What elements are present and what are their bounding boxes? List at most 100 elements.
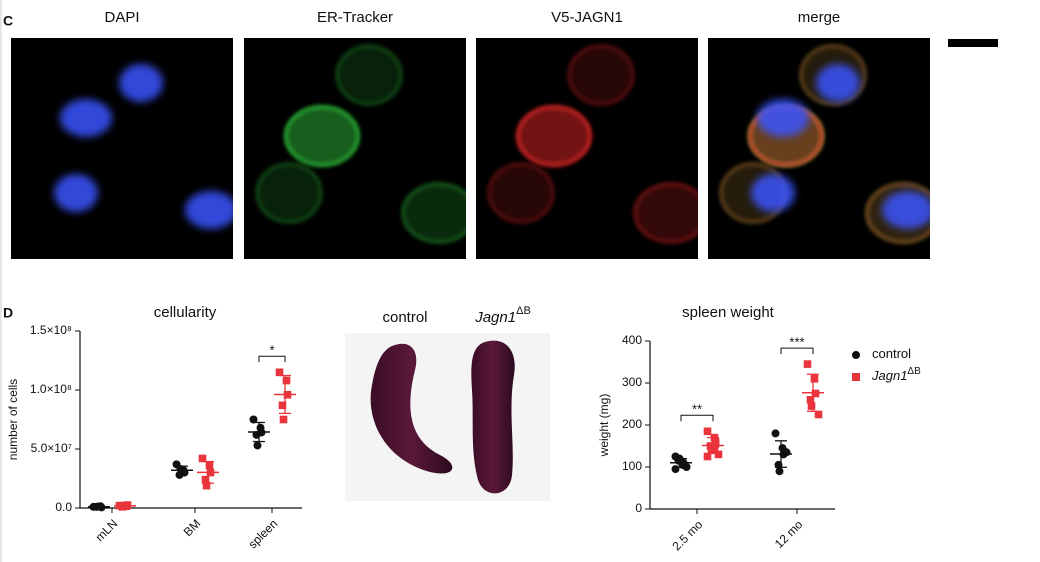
cell <box>489 164 553 222</box>
data-point <box>671 452 680 461</box>
cell <box>569 46 633 104</box>
y-tick-label: 100 <box>622 459 642 473</box>
cell-rim <box>401 182 466 244</box>
cell <box>518 107 590 165</box>
cell-rim <box>255 162 323 224</box>
panel-label: C <box>3 13 13 29</box>
data-point <box>253 441 262 450</box>
legend-name: Jagn1 <box>871 368 907 383</box>
data-point <box>803 360 812 368</box>
cells <box>719 44 930 244</box>
data-point <box>806 396 815 404</box>
spleen-mutant <box>471 340 515 494</box>
legend-marker <box>852 351 860 359</box>
data-point <box>198 454 207 463</box>
cells <box>54 64 233 229</box>
legend-label: Jagn1ΔB <box>871 366 921 384</box>
channel-label: DAPI <box>104 9 139 26</box>
x-tick-label: 2.5 mo <box>670 517 706 553</box>
cell-rim <box>516 105 592 167</box>
significance-bracket <box>780 347 814 355</box>
cell-rim <box>284 105 360 167</box>
x-tick-label: 12 mo <box>772 517 806 551</box>
cell <box>337 46 401 104</box>
data-point <box>775 467 784 476</box>
cell <box>751 174 795 212</box>
chart-title: spleen weight <box>682 304 775 321</box>
data-point <box>703 452 712 461</box>
legend-label: control <box>872 346 911 361</box>
cells <box>255 44 466 244</box>
photo-label-name: Jagn1 <box>474 309 516 326</box>
y-axis-label: weight (mg) <box>597 394 611 458</box>
data-point <box>782 448 791 457</box>
significance-label: ** <box>692 402 702 417</box>
cell <box>60 99 112 137</box>
channel-label: merge <box>798 9 841 26</box>
cell-rim <box>865 182 930 244</box>
y-tick-label: 200 <box>622 417 642 431</box>
data-point <box>279 415 288 424</box>
y-axis-label: number of cells <box>6 379 20 460</box>
x-tick-label: mLN <box>93 516 121 544</box>
photo-label: control <box>382 309 427 326</box>
cell-rim <box>799 44 867 106</box>
data-point <box>671 465 680 474</box>
data-point <box>711 440 720 448</box>
cell <box>54 174 98 212</box>
data-point <box>282 376 291 385</box>
significance-bracket <box>680 414 714 422</box>
data-point <box>205 461 214 470</box>
cell-rim <box>567 44 635 106</box>
cell <box>882 191 930 229</box>
data-point <box>275 368 284 377</box>
data-point <box>201 475 210 484</box>
legend-sup: ΔB <box>907 366 921 377</box>
microscopy-panels <box>11 38 930 259</box>
x-tick-label: BM <box>181 516 204 539</box>
data-point <box>278 401 287 410</box>
significance-bracket <box>258 355 286 363</box>
x-tick-label: spleen <box>245 516 280 551</box>
significance-label: *** <box>789 335 804 350</box>
channel-label: V5-JAGN1 <box>551 9 623 26</box>
y-tick-label: 0.0 <box>55 500 72 514</box>
data-point <box>771 429 780 438</box>
significance-label: * <box>269 343 274 358</box>
photo-label: Jagn1ΔB <box>474 305 531 326</box>
chart-title: cellularity <box>154 304 217 321</box>
spleen-control <box>370 343 453 474</box>
cell <box>185 191 233 229</box>
legend-name: control <box>872 346 911 361</box>
scale-bar <box>948 39 998 47</box>
data-point <box>807 402 816 410</box>
cell <box>757 99 809 137</box>
cell <box>403 184 466 242</box>
y-tick-label: 300 <box>622 375 642 389</box>
data-point <box>703 427 712 436</box>
legend-marker <box>852 373 860 381</box>
y-tick-label: 1.5×10⁸ <box>30 323 72 337</box>
cell-rim <box>487 162 555 224</box>
data-point <box>814 410 823 419</box>
cell-rim <box>335 44 403 106</box>
spleen-photo: control Jagn1ΔB <box>345 305 550 501</box>
panel-label: D <box>3 305 13 321</box>
cell <box>257 164 321 222</box>
data-point <box>202 481 211 490</box>
cell <box>286 107 358 165</box>
cell <box>816 64 860 102</box>
cells <box>487 44 698 244</box>
data-point <box>249 415 258 424</box>
data-point <box>710 444 719 452</box>
photo-label-sup: ΔB <box>516 305 531 317</box>
cell <box>635 184 698 242</box>
data-point <box>810 375 819 383</box>
y-tick-label: 400 <box>622 333 642 347</box>
data-point <box>714 450 723 459</box>
y-tick-label: 5.0×10⁷ <box>31 441 72 455</box>
y-tick-label: 0 <box>635 501 642 515</box>
cell-rim <box>633 182 698 244</box>
channel-label: ER-Tracker <box>317 9 393 26</box>
